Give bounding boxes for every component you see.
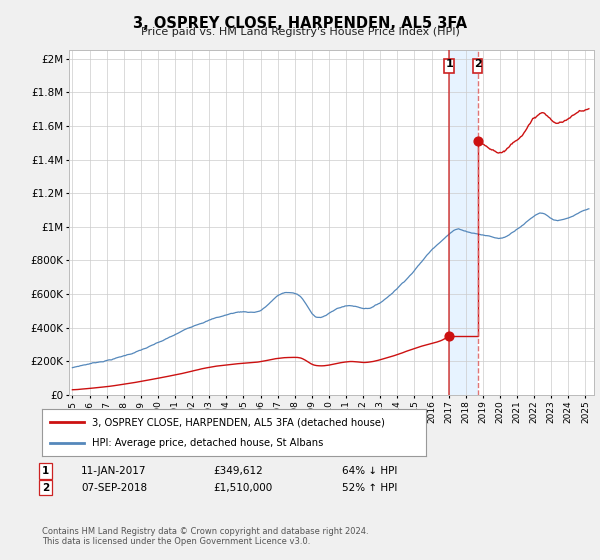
Point <box>473 137 482 146</box>
Text: 1: 1 <box>445 59 453 69</box>
Text: 64% ↓ HPI: 64% ↓ HPI <box>342 466 397 476</box>
Text: 2: 2 <box>474 59 482 69</box>
Text: 07-SEP-2018: 07-SEP-2018 <box>81 483 147 493</box>
Text: Contains HM Land Registry data © Crown copyright and database right 2024.
This d: Contains HM Land Registry data © Crown c… <box>42 526 368 546</box>
Bar <box>449 50 478 395</box>
FancyBboxPatch shape <box>473 59 482 73</box>
Text: £1,510,000: £1,510,000 <box>213 483 272 493</box>
Text: Price paid vs. HM Land Registry's House Price Index (HPI): Price paid vs. HM Land Registry's House … <box>140 27 460 37</box>
Text: 3, OSPREY CLOSE, HARPENDEN, AL5 3FA (detached house): 3, OSPREY CLOSE, HARPENDEN, AL5 3FA (det… <box>92 417 385 427</box>
Point <box>445 332 454 340</box>
Text: £349,612: £349,612 <box>213 466 263 476</box>
Text: 52% ↑ HPI: 52% ↑ HPI <box>342 483 397 493</box>
Text: 11-JAN-2017: 11-JAN-2017 <box>81 466 146 476</box>
Text: HPI: Average price, detached house, St Albans: HPI: Average price, detached house, St A… <box>92 438 323 448</box>
Text: 2: 2 <box>42 483 49 493</box>
Text: 3, OSPREY CLOSE, HARPENDEN, AL5 3FA: 3, OSPREY CLOSE, HARPENDEN, AL5 3FA <box>133 16 467 31</box>
Text: 1: 1 <box>42 466 49 476</box>
FancyBboxPatch shape <box>445 59 454 73</box>
